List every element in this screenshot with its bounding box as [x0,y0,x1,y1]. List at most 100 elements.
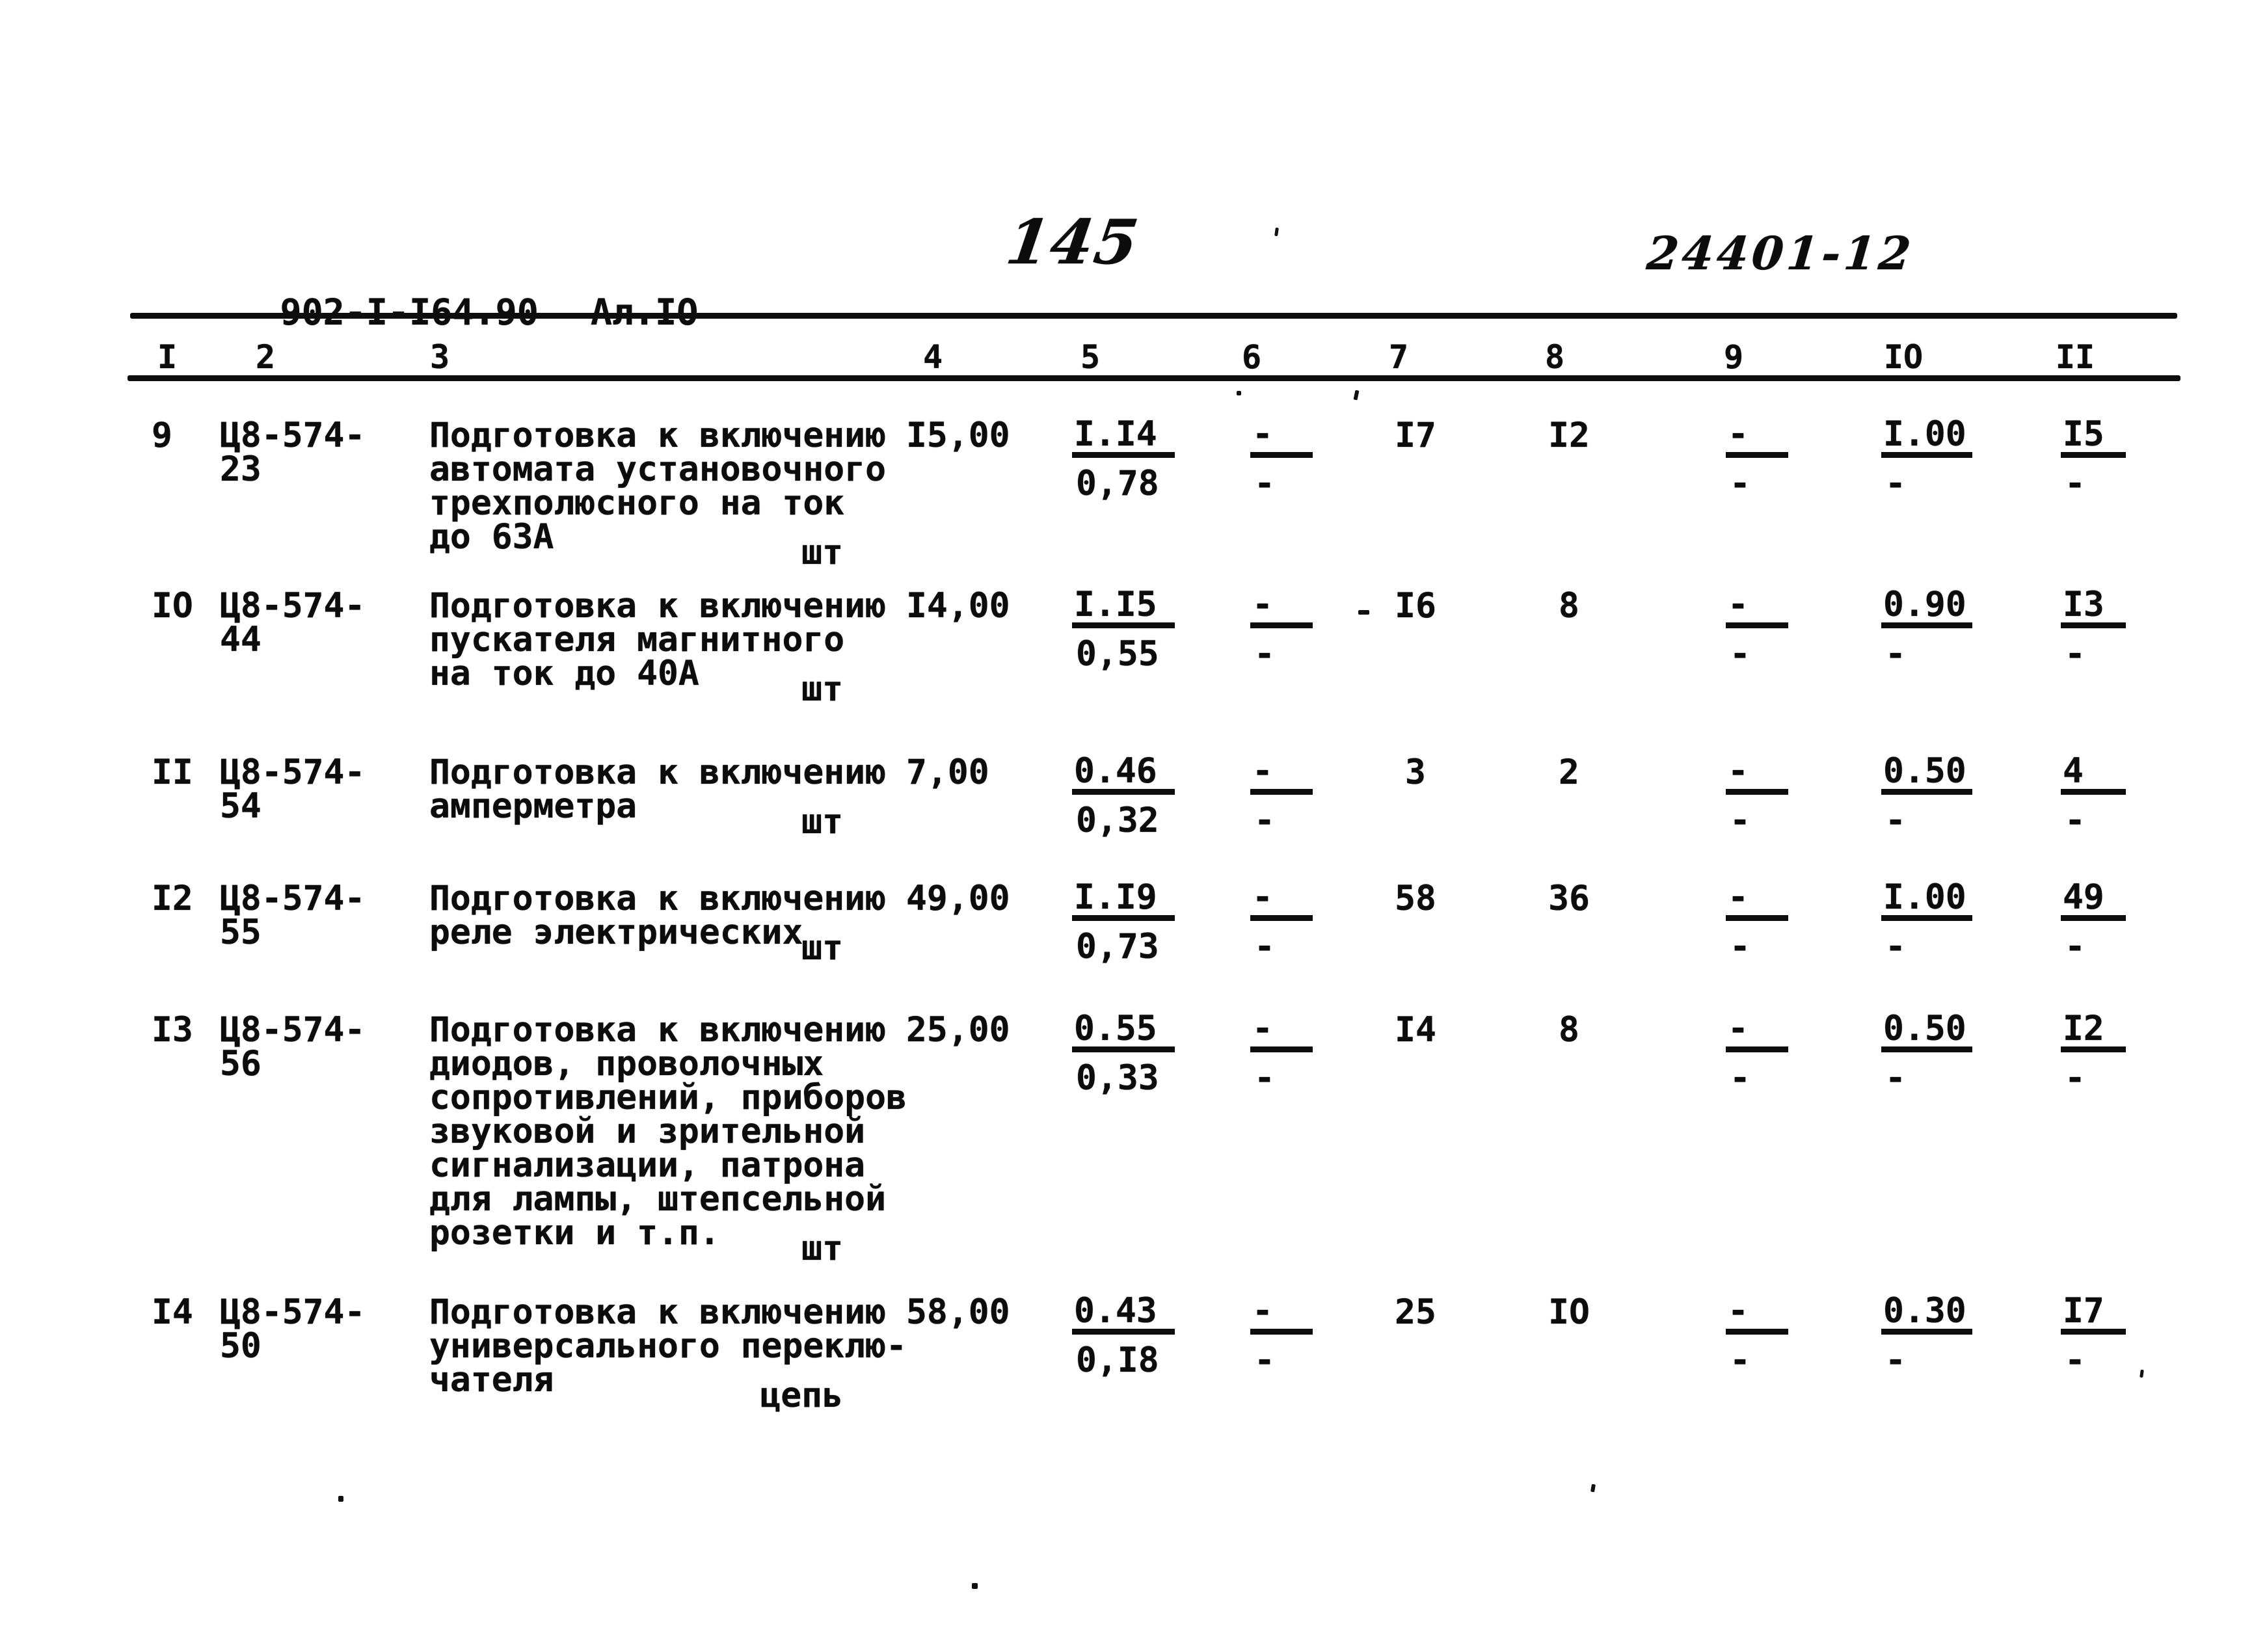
unit-of-measure: цепь [760,1376,843,1415]
scan-speck [2140,1369,2144,1378]
cell-col11-numerator: I2 [2061,1011,2126,1052]
description-line: Подготовка к включению [429,1292,886,1332]
scan-speck [1353,390,1360,401]
cell-col5-numerator: 0.43 [1072,1294,1175,1335]
norm-code-line: Ц8-574- [220,1292,366,1332]
column-header-9: 9 [1723,338,1744,376]
work-description: Подготовка к включению амперметра шт [429,755,889,842]
cell-col7: 58 [1395,879,1436,918]
cell-col11: 49 - [2061,880,2126,964]
cell-col10: 0.30 - [1881,1294,1972,1380]
cell-col9: -- [1726,587,1788,671]
unit-of-measure: шт [801,1229,843,1268]
description-line: звуковой и зрительной [429,1112,866,1151]
unit-of-measure: шт [801,802,843,842]
column-header-1: I [157,338,178,376]
cell-col6: -- [1250,587,1313,671]
description-line: Подготовка к включению [429,879,886,918]
cell-col6-denominator: - [1254,927,1275,966]
cell-col10-numerator: 0.90 [1881,587,1972,628]
column-header-5: 5 [1080,338,1101,376]
work-description: Подготовка к включению универсального пер… [429,1292,907,1415]
description-line: Подготовка к включению [429,586,886,626]
column-header-7: 7 [1388,338,1409,376]
cell-col9-numerator: - [1726,754,1788,795]
norm-code-line: Ц8-574- [220,1010,366,1050]
column-header-8: 8 [1544,338,1565,376]
cell-col4: 49,00 [906,879,1010,918]
row-number: I3 [152,1010,193,1050]
cell-col5-denominator: 0,55 [1076,634,1159,674]
description-line: амперметра [429,786,637,826]
cell-col11-numerator: 4 [2061,754,2126,795]
cell-col6-denominator: - [1254,1340,1275,1380]
cell-col11-numerator: 49 [2061,880,2126,921]
cell-col9-numerator: - [1726,880,1788,921]
description-line: пускателя магнитного [429,620,845,659]
norm-code-line: 56 [220,1044,262,1084]
description-line: до 63А [429,517,554,557]
description-line: диодов, проволочных [429,1044,824,1084]
cell-col6: -- [1250,880,1313,966]
norm-code: Ц8-574- 23 [220,416,366,489]
description-line: универсального переклю- [429,1326,907,1366]
norm-code: Ц8-574- 50 [220,1292,366,1366]
cell-col6: -- [1250,1011,1313,1095]
cell-col5-denominator: 0,73 [1076,927,1159,966]
cell-col8: 8 [1559,1010,1579,1050]
norm-code: Ц8-574- 44 [220,589,365,657]
scan-speck [1274,227,1279,237]
cell-col5-denominator: 0,32 [1076,801,1159,840]
description-line: чателя [429,1360,554,1400]
cell-col10-denominator: - [1885,801,1906,840]
cell-col8: 8 [1559,586,1579,626]
cell-col5: I.I9 0,73 [1072,880,1175,966]
work-description: Подготовка к включению диодов, проволочны… [429,1010,907,1268]
description-line: сопротивлений, приборов [429,1078,907,1117]
description-line: реле электрических [429,913,803,952]
cell-col10-denominator: - [1885,927,1906,966]
cell-col9-numerator: - [1726,417,1788,458]
norm-code-line: 50 [220,1326,262,1366]
row-number: II [152,753,193,792]
cell-col10-numerator: 0.50 [1881,1011,1972,1052]
cell-col7: 3 [1405,753,1426,792]
cell-col9-denominator: - [1730,1340,1751,1380]
cell-col5: 0.46 0,32 [1072,754,1175,840]
column-header-11: II [2055,338,2095,376]
cell-col11-denominator: - [2065,801,2086,840]
description-line: Подготовка к включению [429,1010,886,1050]
cell-col6: -- [1250,754,1313,840]
cell-col5-denominator: 0,I8 [1076,1340,1159,1380]
cell-col5: I.I4 0,78 [1072,417,1175,501]
cell-col6-denominator: - [1254,801,1275,840]
cell-col5: 0.55 0,33 [1072,1011,1175,1098]
work-description: Подготовка к включению автомата установоч… [429,418,889,570]
row-number: 9 [152,416,172,455]
table-top-rule [130,313,2177,319]
norm-code-line: Ц8-574- [220,416,366,455]
norm-code-line: 54 [220,786,262,826]
cell-col10-denominator: - [1885,1340,1906,1380]
description-line: розетки и т.п. [429,1213,720,1253]
cell-col6-numerator: - [1250,754,1313,795]
cell-col9-numerator: - [1726,1294,1788,1335]
cell-col7: I7 [1395,416,1436,455]
unit-of-measure: шт [801,928,843,968]
description-line: сигнализации, патрона [429,1145,866,1185]
norm-code-line: 23 [220,449,262,489]
cell-col10-denominator: - [1885,1058,1906,1098]
cell-col6-numerator: - [1250,587,1313,628]
cell-col10: 0.90 - [1881,587,1972,671]
cell-col11-numerator: I7 [2061,1294,2126,1335]
cell-col4: 7,00 [906,753,989,792]
cell-col5-denominator: 0,33 [1076,1058,1159,1098]
column-header-2: 2 [255,338,276,376]
cell-col9-denominator: - [1730,1058,1751,1098]
scan-speck [1590,1484,1596,1493]
cell-col10: I.00 - [1881,880,1972,966]
cell-col8: IO [1548,1292,1590,1332]
cell-col11-denominator: - [2065,1058,2086,1098]
column-header-3: 3 [429,338,450,376]
